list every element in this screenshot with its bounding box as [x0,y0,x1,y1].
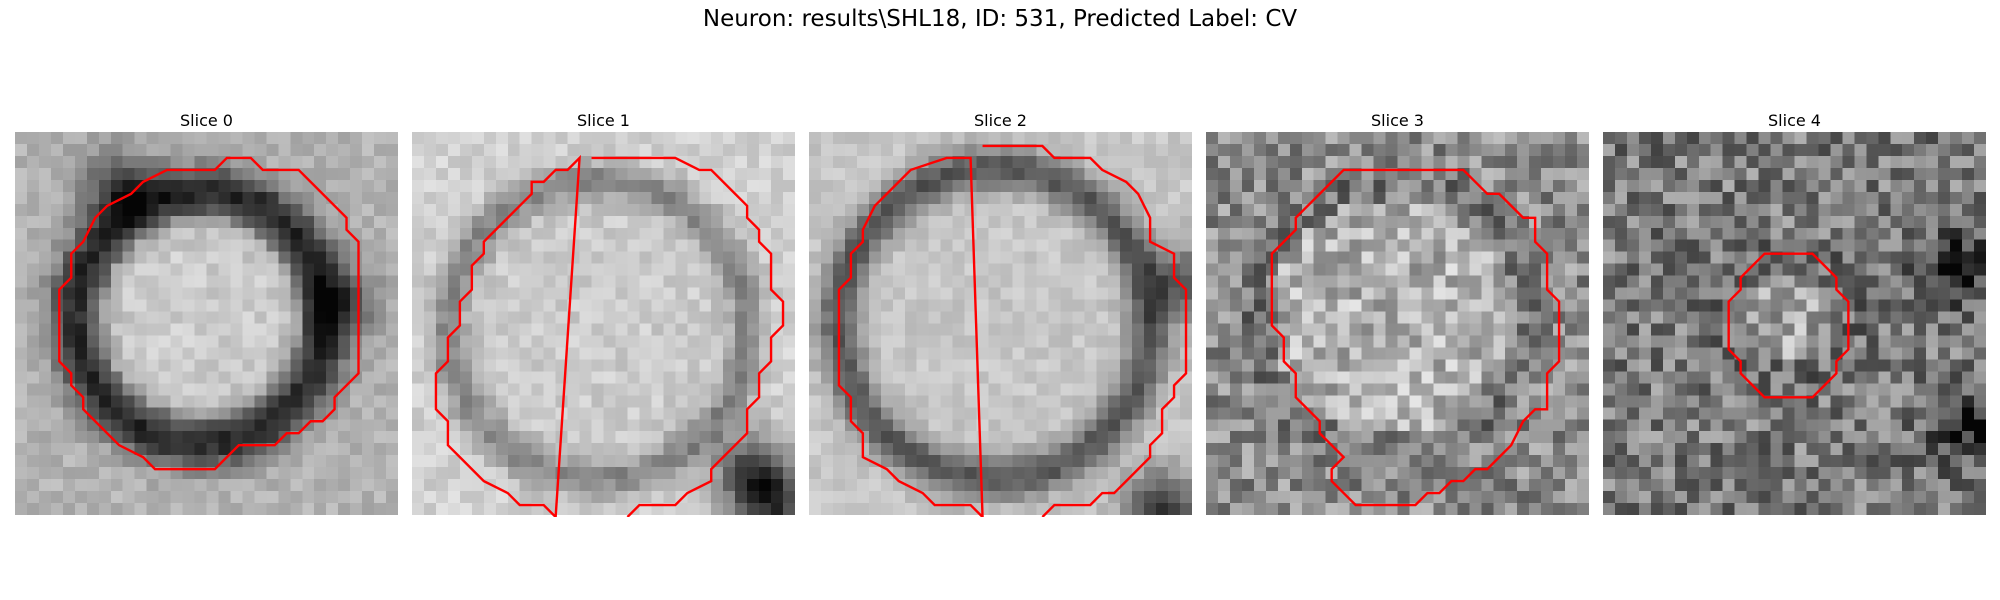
roi-contour-line [837,144,1188,517]
roi-contour-line [434,154,785,517]
slice-panel-0: Slice 0 [15,110,398,515]
roi-contour [1727,252,1850,399]
slice-image [1603,132,1986,515]
slice-panel-4: Slice 4 [1603,110,1986,515]
roi-contour [837,144,1188,517]
slice-panel-1: Slice 1 [412,110,795,517]
roi-contour-line [1270,168,1561,507]
slice-title: Slice 1 [577,111,630,130]
slice-title: Slice 3 [1371,111,1424,130]
roi-contour-line [1727,252,1850,399]
slice-panel-2: Slice 2 [809,110,1192,517]
slice-panel-3: Slice 3 [1206,110,1589,515]
roi-contour [434,154,785,517]
slice-image [412,132,795,515]
figure-title: Neuron: results\SHL18, ID: 531, Predicte… [702,6,1298,32]
slice-title: Slice 2 [974,111,1027,130]
slice-image [809,132,1192,515]
slice-image [1206,132,1589,515]
slice-title: Slice 4 [1768,111,1821,130]
slice-image [15,132,398,515]
slice-title: Slice 0 [180,111,233,130]
roi-contour [58,156,360,471]
roi-contour [1270,168,1561,507]
roi-contour-line [58,156,360,471]
